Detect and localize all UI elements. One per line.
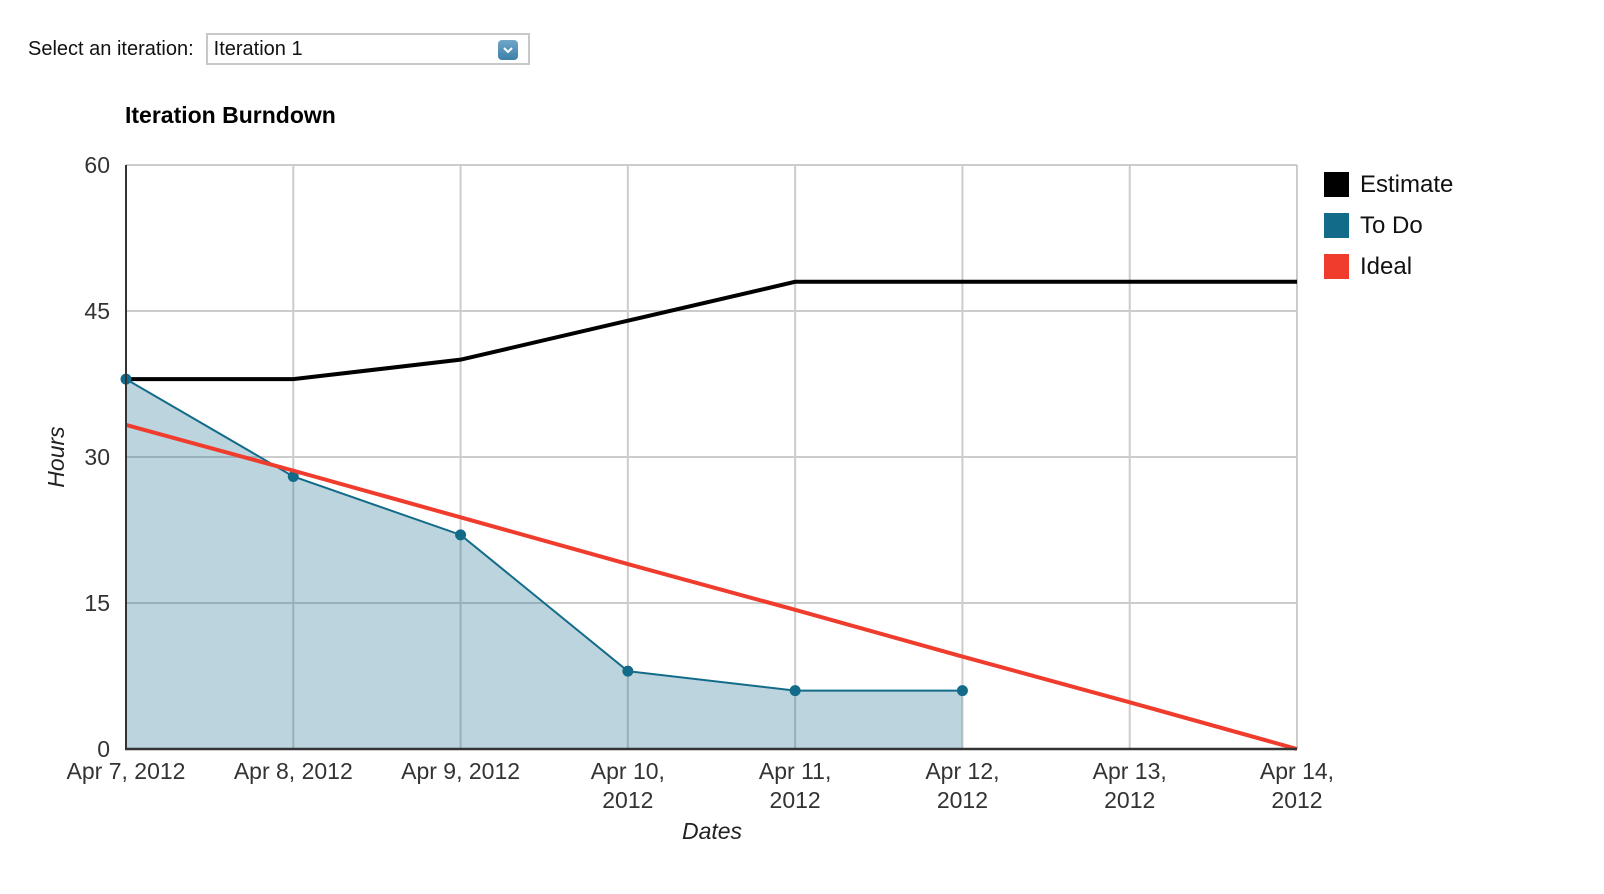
ideal-line [125,422,1298,751]
legend-label: To Do [1360,211,1423,239]
chevron-down-icon[interactable] [497,40,518,60]
y-axis-title: Hours [43,426,69,488]
y-tick-label: 0 [97,736,110,762]
iteration-select[interactable]: Iteration 1 [205,33,530,65]
legend-item-estimate[interactable]: Estimate [1324,164,1453,205]
x-tick-label: Apr 7, 2012 [67,758,186,784]
x-tick-label: Apr 8, 2012 [234,758,353,784]
x-tick-label: Apr 14, [1260,758,1334,784]
todo-line [125,378,963,692]
legend-item-ideal[interactable]: Ideal [1324,246,1453,287]
y-tick-label: 45 [84,298,110,324]
x-tick-label: Apr 13, [1093,758,1167,784]
legend-swatch [1324,172,1349,197]
legend-label: Ideal [1360,252,1413,280]
todo-area [126,379,963,749]
x-tick-label: 2012 [937,787,988,813]
x-tick-label: 2012 [1271,787,1322,813]
selected-value: Iteration 1 [213,37,303,60]
legend-swatch [1324,254,1349,279]
estimate-line [126,279,1297,382]
x-tick-label: Apr 9, 2012 [401,758,520,784]
x-tick-label: Apr 10, [591,758,665,784]
selector-label: Select an iteration: [28,37,194,60]
chart-title: Iteration Burndown [125,102,336,128]
todo-point [287,470,299,482]
legend-swatch [1324,213,1349,238]
todo-point [789,685,801,697]
legend-label: Estimate [1360,170,1454,198]
x-tick-label: 2012 [1104,787,1155,813]
todo-point [956,685,968,697]
chart-legend: Estimate To Do Ideal [1324,164,1453,287]
todo-point [455,529,467,541]
y-tick-label: 15 [84,590,110,616]
x-tick-label: Apr 12, [925,758,999,784]
todo-point [622,665,634,677]
x-tick-label: Apr 11, [759,758,831,784]
x-axis-title: Dates [682,818,743,844]
legend-item-to-do[interactable]: To Do [1324,205,1453,246]
y-tick-label: 60 [84,152,110,178]
x-tick-label: 2012 [602,787,653,813]
iteration-selector: Select an iteration: Iteration 1 [28,33,530,65]
y-tick-label: 30 [84,444,110,470]
x-tick-label: 2012 [770,787,821,813]
